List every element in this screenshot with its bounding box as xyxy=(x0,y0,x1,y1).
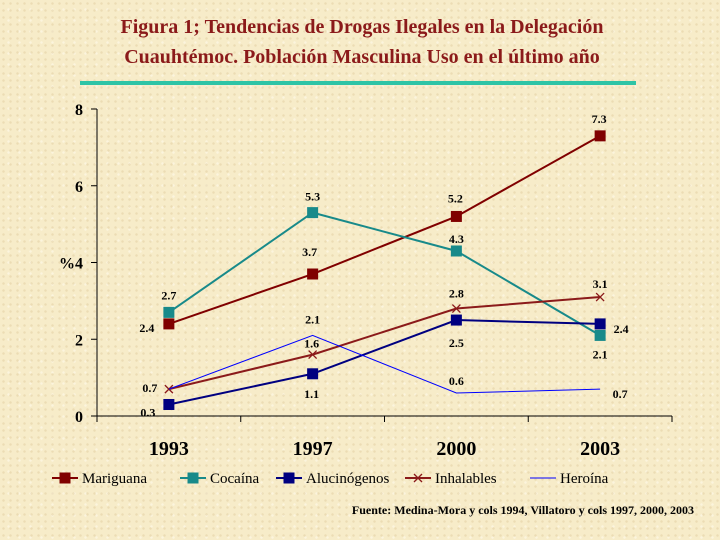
chart-axes xyxy=(91,108,673,422)
data-point-cocaina xyxy=(594,329,606,341)
y-tick-label: 6 xyxy=(75,179,83,196)
legend-marker-mariguana xyxy=(59,472,71,484)
x-tick-label: 1993 xyxy=(149,438,189,460)
data-label-inhalables: 0.7 xyxy=(142,381,157,395)
data-point-alucinogenos xyxy=(163,398,175,410)
data-label-inhalables: 2.8 xyxy=(449,287,464,301)
x-tick-labels: 1993 1997 2000 2003 xyxy=(149,438,620,460)
chart-series xyxy=(163,130,606,410)
x-tick-label: 2000 xyxy=(436,438,476,460)
legend-item-mariguana: Mariguana xyxy=(52,471,147,487)
legend-label-inhalables: Inhalables xyxy=(435,471,497,487)
data-label-cocaina: 2.7 xyxy=(161,288,176,302)
data-point-alucinogenos xyxy=(450,314,462,326)
y-tick-label: 2 xyxy=(75,332,83,349)
series-line-heroina xyxy=(168,334,601,394)
data-point-inhalables xyxy=(451,304,461,314)
data-label-mariguana: 7.3 xyxy=(592,112,607,126)
chart-title-line-2: Cuauhtémoc. Población Masculina Uso en e… xyxy=(124,46,600,68)
series-line-mariguana xyxy=(168,134,601,325)
data-label-cocaina: 5.3 xyxy=(305,190,320,204)
series-mariguana xyxy=(163,130,606,330)
legend-item-alucinogenos: Alucinógenos xyxy=(276,471,389,487)
title-underline xyxy=(80,81,636,85)
chart-title-line-1: Figura 1; Tendencias de Drogas Ilegales … xyxy=(121,16,604,38)
data-point-inhalables xyxy=(595,292,605,302)
legend-label-cocaina: Cocaína xyxy=(210,471,259,487)
data-point-mariguana xyxy=(307,268,319,280)
data-label-cocaina: 4.3 xyxy=(449,232,464,246)
data-label-mariguana: 2.4 xyxy=(139,321,154,335)
series-line-inhalables xyxy=(168,296,601,391)
legend-item-inhalables: Inhalables xyxy=(405,471,497,487)
data-label-mariguana: 3.7 xyxy=(302,245,317,259)
legend-marker-alucinogenos xyxy=(283,472,295,484)
series-line-cocaina xyxy=(168,211,601,337)
data-point-mariguana xyxy=(594,130,606,142)
legend-item-cocaina: Cocaína xyxy=(180,471,259,487)
data-label-alucinogenos: 2.4 xyxy=(614,322,629,336)
data-label-cocaina: 2.1 xyxy=(593,347,608,361)
chart-legend: Mariguana Cocaína Alucinógenos Inhalables He… xyxy=(52,471,609,487)
legend-item-heroina: Heroína xyxy=(530,471,609,487)
series-cocaina xyxy=(163,207,606,341)
data-labels: 2.4 3.7 5.2 7.3 2.7 5.3 4.3 2.1 0.3 1.1 2.5 2.4 0.7 1… xyxy=(139,112,628,420)
data-point-cocaina xyxy=(163,306,175,318)
data-label-heroina: 0.7 xyxy=(613,387,628,401)
data-point-alucinogenos xyxy=(594,318,606,330)
source-note: Fuente: Medina-Mora y cols 1994, Villato… xyxy=(352,503,694,517)
data-label-heroina: 2.1 xyxy=(305,312,320,326)
legend-label-alucinogenos: Alucinógenos xyxy=(306,471,389,487)
x-tick-label: 1997 xyxy=(293,438,333,460)
y-tick-label: %4 xyxy=(59,256,83,273)
legend-label-mariguana: Mariguana xyxy=(82,471,147,487)
legend-marker-cocaina xyxy=(187,472,199,484)
data-label-inhalables: 1.6 xyxy=(304,337,319,351)
legend-marker-inhalables xyxy=(413,473,423,483)
data-label-alucinogenos: 2.5 xyxy=(449,336,464,350)
data-point-mariguana xyxy=(163,318,175,330)
data-label-heroina: 0.6 xyxy=(449,374,464,388)
data-label-alucinogenos: 0.3 xyxy=(140,405,155,419)
series-alucinogenos xyxy=(163,314,606,410)
y-tick-label: 8 xyxy=(75,102,83,119)
y-tick-label: 0 xyxy=(75,409,83,426)
y-tick-labels: 0 2 %4 6 8 xyxy=(59,102,83,426)
data-point-cocaina xyxy=(307,207,319,219)
data-label-mariguana: 5.2 xyxy=(448,191,463,205)
data-point-alucinogenos xyxy=(307,368,319,380)
series-line-alucinogenos xyxy=(168,319,601,406)
data-point-mariguana xyxy=(450,210,462,222)
data-point-inhalables xyxy=(308,350,318,360)
data-label-alucinogenos: 1.1 xyxy=(304,387,319,401)
data-label-inhalables: 3.1 xyxy=(593,277,608,291)
series-heroina xyxy=(168,334,601,394)
x-tick-label: 2003 xyxy=(580,438,620,460)
data-point-cocaina xyxy=(450,245,462,257)
legend-label-heroina: Heroína xyxy=(560,471,609,487)
series-inhalables xyxy=(164,292,605,394)
